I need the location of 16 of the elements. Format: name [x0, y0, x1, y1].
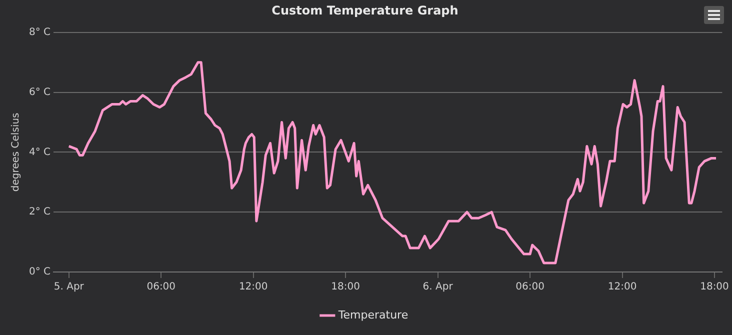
x-tick-label: 06:00	[146, 282, 176, 293]
y-tick-label: 2° C	[28, 206, 51, 218]
y-axis-title: degrees Celsius	[10, 112, 22, 192]
x-tick-label: 18:00	[331, 282, 360, 293]
x-tick-label: 06:00	[516, 282, 544, 293]
y-tick-label: 8° C	[28, 26, 51, 38]
y-tick-label: 0° C	[28, 266, 51, 278]
legend-label: Temperature	[337, 308, 408, 322]
x-tick-label: 18:00	[700, 282, 729, 293]
x-tick-label: 6. Apr	[422, 282, 454, 293]
x-tick-label: 12:00	[608, 282, 637, 293]
y-tick-label: 6° C	[28, 86, 51, 98]
chart-title: Custom Temperature Graph	[272, 3, 458, 18]
x-tick-label: 5. Apr	[54, 282, 85, 293]
y-tick-label: 4° C	[28, 146, 51, 158]
x-tick-label: 12:00	[238, 282, 268, 293]
